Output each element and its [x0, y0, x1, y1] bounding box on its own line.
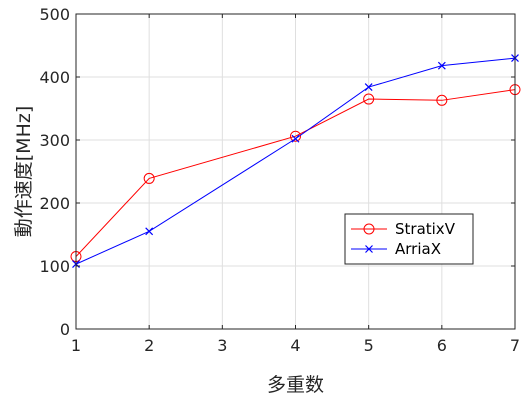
y-axis-label: 動作速度[MHz] [13, 106, 35, 237]
stratixv-point [290, 130, 301, 142]
arriax-line [75, 57, 516, 265]
legend-label-arriax: ArriaX [395, 240, 441, 258]
legend-marker-stratixv [363, 223, 375, 235]
stratixv-point [143, 172, 155, 184]
stratixv-point [436, 94, 448, 106]
x-axis-label: 多重数 [267, 374, 324, 396]
legend-label-stratixv: StratixV [395, 220, 456, 238]
x-tick-label: 2 [144, 336, 154, 355]
x-tick-label: 4 [290, 336, 300, 355]
arriax-point [145, 227, 154, 236]
arriax-point [364, 83, 373, 92]
x-tick-label: 5 [364, 336, 374, 355]
y-tick-label: 0 [60, 320, 70, 339]
legend-item-stratixv: StratixV [351, 220, 456, 238]
y-tick-label: 200 [39, 194, 70, 213]
legend-item-arriax: ArriaX [351, 240, 441, 258]
arriax-point [291, 134, 300, 143]
x-tick-label: 3 [217, 336, 227, 355]
legend-box [344, 213, 474, 265]
y-tick-label: 100 [39, 257, 70, 276]
arriax-point [437, 61, 446, 70]
stratixv-point [363, 93, 375, 105]
x-tick-label: 7 [510, 336, 520, 355]
legend-marker-arriax [365, 245, 373, 253]
stratixv-line [75, 89, 516, 257]
y-tick-label: 400 [39, 68, 70, 87]
legend: StratixV ArriaX [344, 213, 474, 265]
tick-labels: 1 2 3 4 5 6 7 0 100 200 300 400 500 [39, 5, 520, 355]
y-tick-label: 500 [39, 5, 70, 24]
x-tick-label: 1 [71, 336, 81, 355]
x-tick-label: 6 [437, 336, 447, 355]
y-tick-label: 300 [39, 131, 70, 150]
grid [75, 13, 516, 330]
